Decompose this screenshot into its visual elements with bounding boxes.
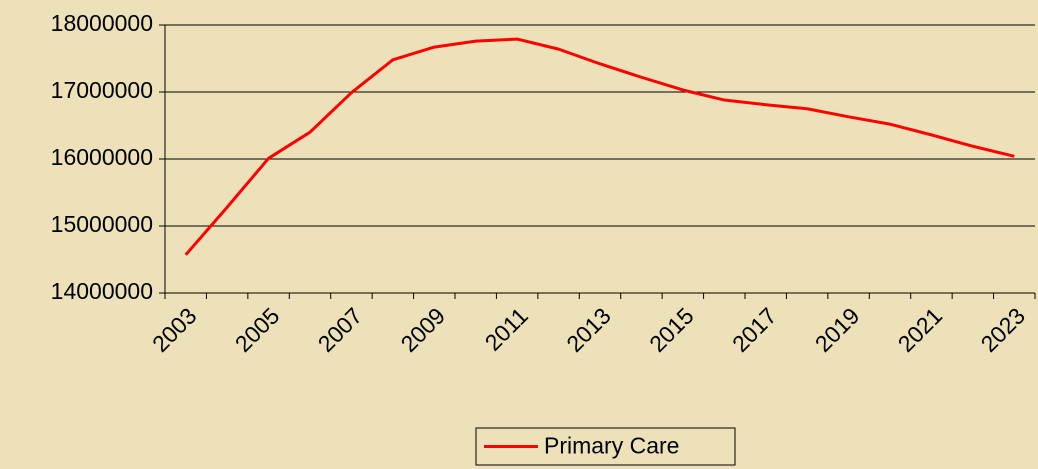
x-tick-label: 2007 bbox=[313, 302, 368, 357]
x-tick-label: 2019 bbox=[810, 302, 865, 357]
x-tick-label: 2011 bbox=[480, 302, 533, 355]
x-tick-label: 2013 bbox=[561, 302, 616, 357]
legend-box bbox=[475, 427, 736, 466]
y-tick-label: 15000000 bbox=[51, 211, 153, 237]
y-tick-label: 17000000 bbox=[51, 77, 153, 103]
x-tick-label: 2021 bbox=[893, 302, 948, 357]
legend-label: Primary Care bbox=[544, 433, 679, 459]
x-tick-label: 2017 bbox=[727, 302, 782, 357]
x-tick-label: 2003 bbox=[147, 302, 202, 357]
x-tick-label: 2009 bbox=[396, 302, 451, 357]
x-tick-label: 2005 bbox=[230, 302, 285, 357]
y-tick-label: 18000000 bbox=[51, 10, 153, 36]
y-tick-label: 16000000 bbox=[51, 144, 153, 170]
y-tick-label: 14000000 bbox=[51, 278, 153, 304]
x-tick-label: 2023 bbox=[976, 302, 1031, 357]
data-line bbox=[184, 37, 1015, 256]
x-tick-label: 2015 bbox=[644, 302, 699, 357]
